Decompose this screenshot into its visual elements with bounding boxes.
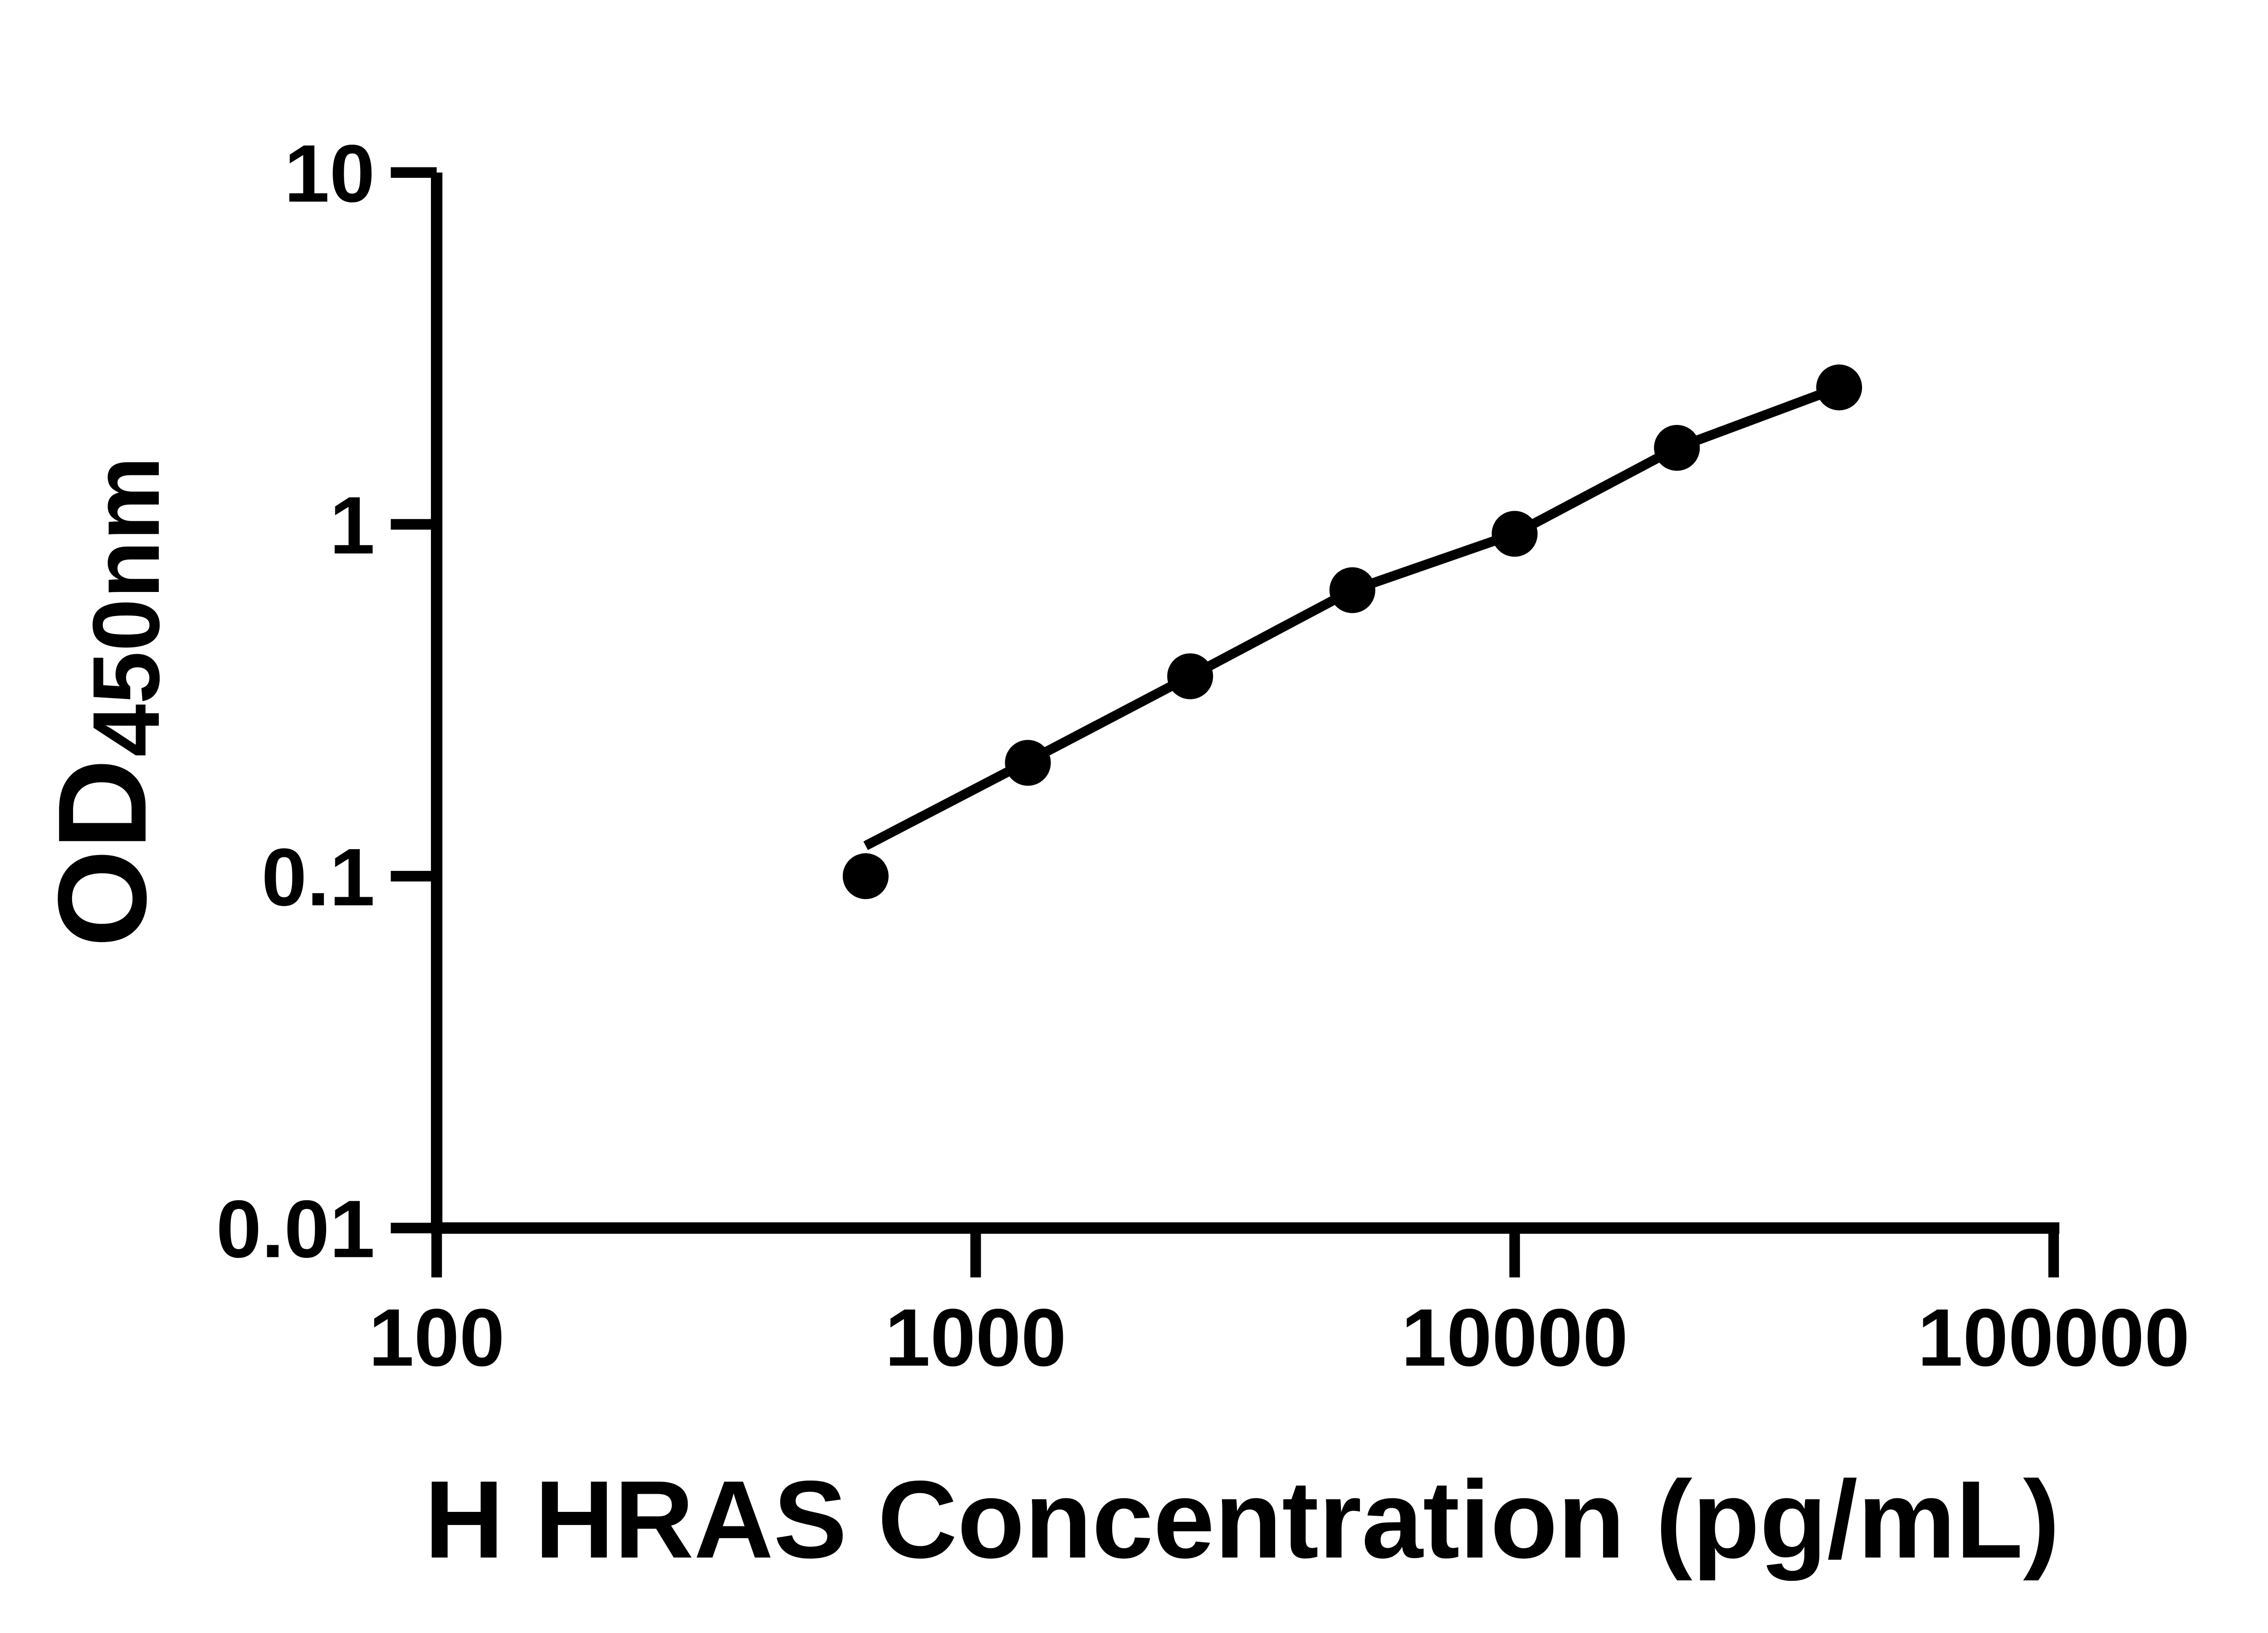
x-axis-title: H HRAS Concentration (pg/mL) — [424, 1458, 2059, 1581]
x-axis-tick-labels: 100 1000 10000 100000 — [369, 1292, 2190, 1384]
y-axis-tick-labels: 10 1 0.1 0.01 — [216, 128, 375, 1275]
y-axis-title: OD 450nm — [32, 456, 179, 947]
data-point-x625 — [842, 853, 889, 900]
y-tick-label-0.1: 0.1 — [261, 832, 375, 923]
y-axis-ticks — [391, 167, 437, 1233]
x-tick-label-100: 100 — [369, 1292, 505, 1384]
x-tick-label-1000: 1000 — [885, 1292, 1066, 1384]
y-tick-label-0.01: 0.01 — [216, 1183, 375, 1275]
data-point-x2500 — [1167, 653, 1213, 699]
data-point-x40000 — [1816, 364, 1862, 411]
y-axis-title-subscript: 450nm — [73, 456, 179, 757]
x-axis-ticks — [431, 1228, 2059, 1278]
data-point-x5000 — [1329, 567, 1375, 613]
y-tick-label-10: 10 — [284, 128, 375, 219]
data-point-x1250 — [1005, 740, 1051, 786]
y-axis-title-main: OD — [32, 759, 172, 948]
x-tick-label-100000: 100000 — [1917, 1292, 2190, 1384]
y-tick-label-1: 1 — [329, 480, 375, 571]
data-point-x20000 — [1654, 425, 1700, 471]
data-point-x10000 — [1491, 511, 1538, 557]
x-tick-label-10000: 10000 — [1401, 1292, 1628, 1384]
data-points — [842, 364, 1862, 900]
